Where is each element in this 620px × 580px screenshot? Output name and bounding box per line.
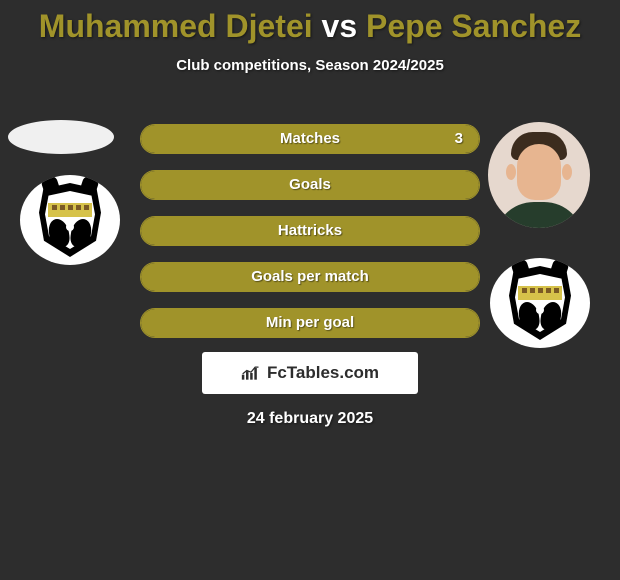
stat-row: Goals per match (140, 262, 480, 292)
stat-label: Goals (141, 171, 479, 199)
page-title: Muhammed Djetei vs Pepe Sanchez (0, 0, 620, 45)
crest-icon (39, 183, 101, 257)
stat-value-right: 3 (455, 125, 463, 153)
title-player1: Muhammed Djetei (39, 8, 313, 44)
stat-row: Goals (140, 170, 480, 200)
player1-avatar-placeholder (8, 120, 114, 154)
watermark: FcTables.com (202, 352, 418, 394)
player1-club-crest (20, 175, 120, 265)
stat-row: Hattricks (140, 216, 480, 246)
stat-row: Matches3 (140, 124, 480, 154)
stat-label: Matches (141, 125, 479, 153)
crest-icon (509, 266, 571, 340)
bars-icon (241, 365, 261, 381)
title-vs: vs (322, 8, 358, 44)
subtitle: Club competitions, Season 2024/2025 (0, 57, 620, 74)
player2-club-crest (490, 258, 590, 348)
title-player2: Pepe Sanchez (366, 8, 581, 44)
stat-row: Min per goal (140, 308, 480, 338)
watermark-text: FcTables.com (267, 363, 379, 383)
stat-label: Hattricks (141, 217, 479, 245)
player2-avatar (488, 122, 590, 228)
date: 24 february 2025 (0, 410, 620, 428)
stats-bars: Matches3 Goals Hattricks Goals per match Min… (140, 124, 480, 354)
stat-label: Min per goal (141, 309, 479, 337)
stat-label: Goals per match (141, 263, 479, 291)
